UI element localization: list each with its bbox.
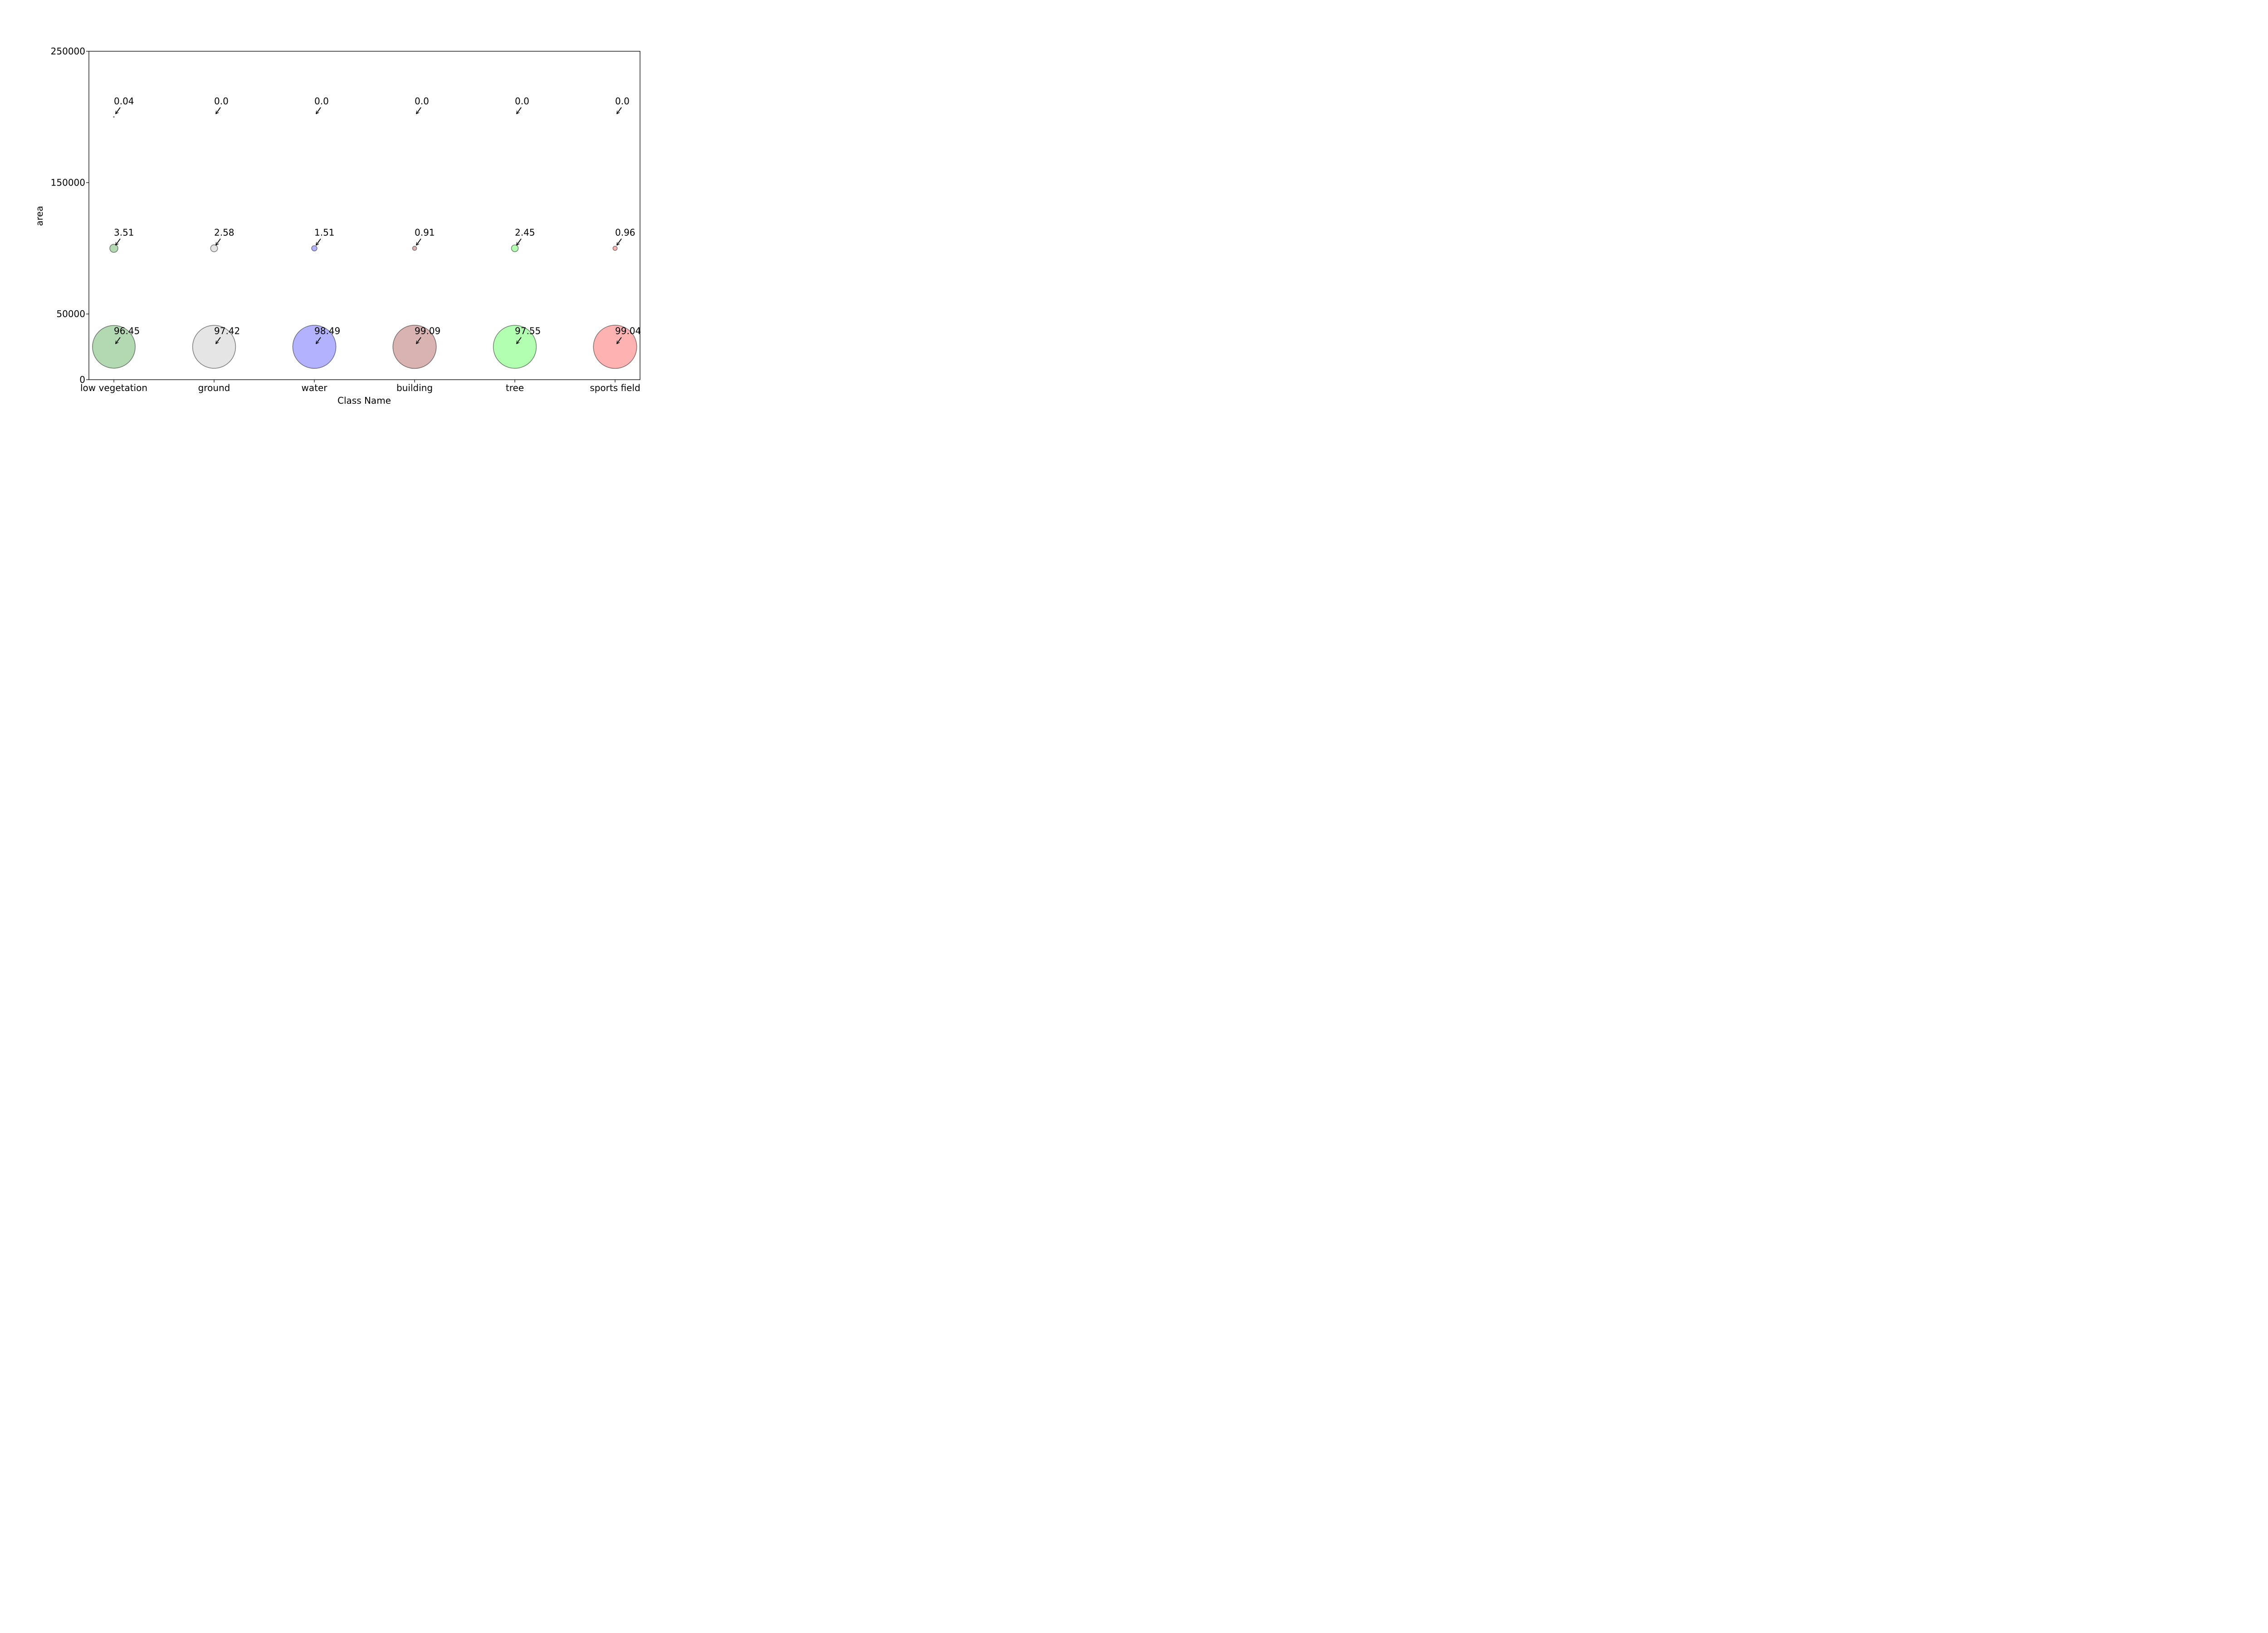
annotation-arrow — [316, 107, 321, 114]
data-label: 98.49 — [314, 326, 340, 337]
plot-frame — [88, 51, 640, 380]
data-label: 2.45 — [515, 227, 535, 238]
x-tick-label: low vegetation — [80, 382, 147, 393]
bubble-outline — [511, 244, 519, 252]
annotation-arrow — [617, 107, 622, 114]
bubble-outline — [612, 246, 618, 251]
annotation-arrow — [116, 107, 121, 114]
bubble — [612, 245, 618, 251]
y-tick-label: 0 — [79, 374, 85, 385]
data-label: 0.0 — [615, 96, 630, 107]
bubble — [109, 244, 118, 253]
data-label: 1.51 — [314, 227, 335, 238]
y-tick-label: 50000 — [56, 308, 85, 319]
annotation-arrow — [416, 107, 421, 114]
x-tick-label: tree — [506, 382, 524, 393]
y-tick-label: 150000 — [51, 177, 85, 188]
bubble-outline — [92, 325, 136, 369]
data-label: 2.58 — [214, 227, 235, 238]
x-tick-label: building — [396, 382, 433, 393]
data-label: 0.91 — [415, 227, 435, 238]
data-label: 99.04 — [615, 326, 641, 337]
bubble — [192, 325, 236, 369]
bubble-outline — [593, 325, 637, 369]
chart-marks: 0 50000 150000 250000 low vegetation ground wa… — [51, 46, 641, 393]
annotation-arrow — [316, 238, 321, 245]
x-tick-label: water — [302, 382, 328, 393]
bubble-outline — [109, 244, 118, 253]
data-label: 0.0 — [515, 96, 529, 107]
data-label: 0.0 — [214, 96, 229, 107]
data-label: 0.0 — [415, 96, 429, 107]
annotation-arrow — [116, 337, 121, 344]
data-label: 0.0 — [314, 96, 329, 107]
data-label: 99.09 — [415, 326, 440, 337]
annotation-arrow — [517, 107, 522, 114]
bubble — [292, 325, 337, 369]
data-label: 0.04 — [114, 96, 134, 107]
data-label: 0.96 — [615, 227, 635, 238]
annotation-arrow — [517, 238, 522, 245]
annotation-arrow — [216, 238, 221, 245]
bubble — [210, 244, 218, 252]
bubble-outline — [311, 245, 318, 251]
data-label: 3.51 — [114, 227, 134, 238]
x-tick-label: ground — [198, 382, 230, 393]
annotation-arrow — [617, 238, 622, 245]
annotation-arrow — [617, 337, 622, 344]
chart: 0 50000 150000 250000 low vegetation ground wa… — [0, 0, 701, 420]
bubble — [412, 246, 417, 251]
data-label: 96.45 — [114, 326, 140, 337]
annotation-arrow — [216, 107, 221, 114]
annotation-arrow — [116, 238, 121, 245]
annotation-arrow — [517, 337, 522, 344]
annotation-arrow — [316, 337, 321, 344]
bubble-chart: 0 50000 150000 250000 low vegetation ground wa… — [34, 46, 641, 406]
annotation-arrow — [416, 238, 421, 245]
bubble-outline — [392, 325, 437, 369]
x-axis-label: Class Name — [337, 395, 391, 406]
bubble-outline — [292, 325, 337, 369]
y-tick-label: 250000 — [51, 46, 85, 57]
bubble — [493, 325, 537, 369]
bubble — [593, 325, 637, 369]
y-axis-label: area — [34, 206, 45, 226]
bubble — [92, 325, 136, 369]
bubble — [311, 245, 318, 252]
data-label: 97.42 — [214, 326, 240, 337]
annotation-arrow — [216, 337, 221, 344]
bubble-outline — [192, 325, 236, 369]
bubble — [392, 325, 437, 369]
x-tick-label: sports field — [590, 382, 640, 393]
data-label: 97.55 — [515, 326, 541, 337]
bubble-outline — [412, 246, 417, 251]
annotation-arrow — [416, 337, 421, 344]
bubble — [511, 244, 519, 252]
bubble-outline — [210, 244, 218, 252]
bubble-outline — [493, 325, 537, 369]
